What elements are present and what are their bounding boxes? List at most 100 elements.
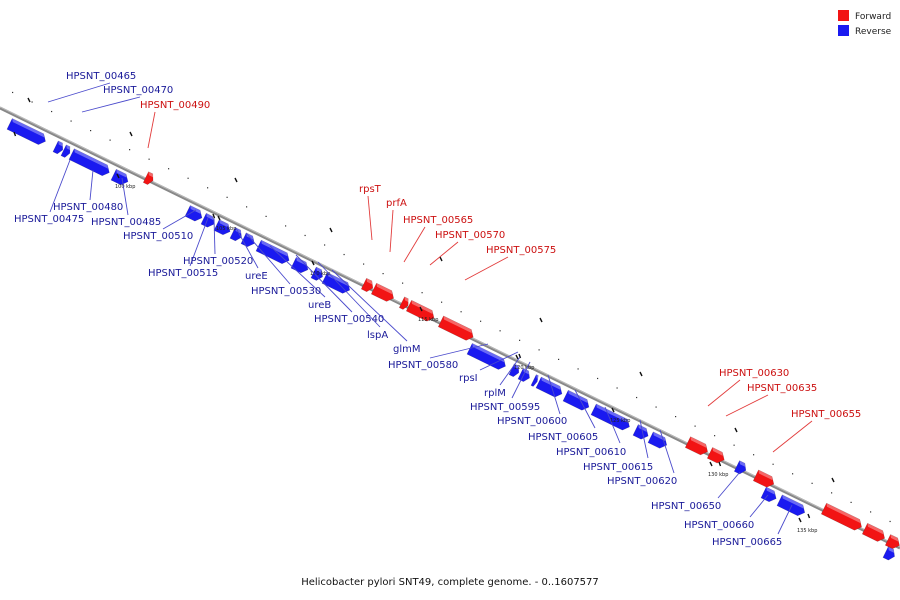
major-tick xyxy=(27,97,31,103)
minor-tick xyxy=(753,454,755,456)
minor-tick xyxy=(558,358,560,360)
minor-tick xyxy=(129,149,131,151)
minor-tick xyxy=(675,416,677,418)
minor-tick xyxy=(733,444,735,446)
reverse-gene xyxy=(733,460,747,475)
scale-tick-label: 125 kbp xyxy=(610,418,630,424)
label-leader-line xyxy=(213,217,216,255)
reverse-gene xyxy=(882,546,895,561)
label-leader-line xyxy=(499,356,521,386)
gene-features xyxy=(6,118,900,561)
reverse-gene-label: HPSNT_00485 xyxy=(91,217,161,228)
scale-tick-mark xyxy=(515,354,519,360)
minor-tick xyxy=(226,196,228,198)
minor-tick xyxy=(382,273,384,275)
reverse-gene-label: rplM xyxy=(484,388,506,399)
major-tick xyxy=(831,477,835,483)
minor-tick xyxy=(831,492,833,494)
scale-tick-label: 130 kbp xyxy=(708,472,728,478)
reverse-gene-label: ureE xyxy=(245,271,268,282)
minor-tick xyxy=(343,253,345,256)
minor-tick xyxy=(304,234,306,237)
minor-tick xyxy=(148,158,150,160)
reverse-gene-label: HPSNT_00620 xyxy=(607,476,677,487)
label-leader-lines xyxy=(47,82,813,535)
label-leader-line xyxy=(162,209,197,230)
minor-tick xyxy=(31,101,33,103)
scale-tick-label: 115 kbp xyxy=(418,317,438,323)
reverse-gene-label: HPSNT_00595 xyxy=(470,402,540,413)
reverse-gene-label: HPSNT_00540 xyxy=(314,314,384,325)
minor-tick xyxy=(636,396,638,399)
genome-caption: Helicobacter pylori SNT49, complete geno… xyxy=(301,577,599,588)
major-tick xyxy=(807,513,811,519)
label-leader-line xyxy=(659,429,675,474)
minor-tick xyxy=(616,387,618,389)
scale-tick-label: 110 kbp xyxy=(310,271,330,277)
reverse-gene-label: HPSNT_00615 xyxy=(583,462,653,473)
label-leader-line xyxy=(707,379,741,407)
minor-tick xyxy=(597,377,599,380)
minor-tick xyxy=(324,244,326,246)
scale-tick-mark xyxy=(311,260,315,266)
minor-tick xyxy=(538,349,540,351)
label-leader-line xyxy=(367,195,373,241)
reverse-gene-label: lspA xyxy=(367,330,388,341)
minor-tick xyxy=(246,206,248,208)
scale-tick-mark xyxy=(611,407,615,413)
reverse-gene-label: HPSNT_00580 xyxy=(388,360,458,371)
reverse-legend-label: Reverse xyxy=(855,27,892,37)
major-tick xyxy=(212,213,216,219)
label-leader-line xyxy=(389,209,394,253)
label-leader-line xyxy=(317,261,381,328)
forward-gene-label: HPSNT_00570 xyxy=(435,230,505,241)
label-leader-line xyxy=(511,361,531,399)
label-leader-line xyxy=(639,419,649,459)
label-leader-line xyxy=(403,226,426,263)
label-leader-line xyxy=(189,217,209,267)
reverse-gene xyxy=(52,140,64,155)
major-tick xyxy=(13,131,17,137)
scale-ticks: 100 kbp 105 kbp 110 kbp 115 kbp 120 kbp 125 k… xyxy=(13,97,835,534)
forward-gene-label: HPSNT_00635 xyxy=(747,383,817,394)
scale-tick-label: 135 kbp xyxy=(797,528,817,534)
forward-gene xyxy=(752,469,775,488)
forward-gene xyxy=(405,299,435,322)
reverse-legend-swatch xyxy=(838,25,849,36)
reverse-gene xyxy=(508,363,520,378)
label-leader-line xyxy=(89,169,94,201)
forward-gene xyxy=(861,522,885,542)
reverse-gene xyxy=(68,148,110,177)
forward-gene xyxy=(884,534,900,550)
label-leader-line xyxy=(429,343,489,359)
label-leader-line xyxy=(47,82,111,103)
minor-tick xyxy=(499,330,501,332)
minor-tick xyxy=(51,110,53,113)
major-tick xyxy=(439,256,443,262)
major-tick xyxy=(234,177,238,183)
label-leader-line xyxy=(331,269,408,342)
label-leader-line xyxy=(479,351,519,371)
forward-gene xyxy=(360,277,374,292)
reverse-gene-label: HPSNT_00475 xyxy=(14,214,84,225)
minor-tick xyxy=(889,520,891,523)
label-leader-line xyxy=(772,420,813,453)
reverse-gene xyxy=(255,239,290,264)
minor-tick-marks xyxy=(12,91,891,523)
minor-tick xyxy=(850,501,852,503)
label-leader-line xyxy=(81,96,141,113)
forward-gene xyxy=(142,171,154,185)
forward-gene-label: rpsT xyxy=(359,184,382,195)
reverse-gene xyxy=(632,424,649,440)
reverse-gene-label: HPSNT_00665 xyxy=(712,537,782,548)
minor-tick xyxy=(811,482,813,484)
reverse-gene-label: HPSNT_00530 xyxy=(251,286,321,297)
scale-tick-label: 100 kbp xyxy=(115,184,135,190)
label-leader-line xyxy=(547,374,561,415)
minor-tick xyxy=(109,139,111,141)
scale-tick-mark xyxy=(217,215,221,221)
minor-tick xyxy=(70,120,72,122)
reverse-gene-label: HPSNT_00480 xyxy=(53,202,123,213)
forward-gene xyxy=(370,282,394,302)
